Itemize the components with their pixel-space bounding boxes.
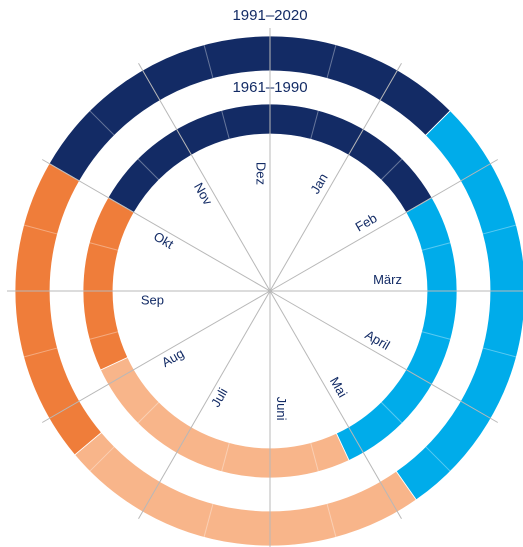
month-divider (89, 242, 119, 251)
month-label: Sep (141, 293, 164, 308)
radial-line (269, 62, 402, 292)
month-divider (326, 44, 337, 79)
month-divider (380, 158, 403, 181)
month-label: Juni (274, 397, 289, 421)
month-label: April (362, 327, 392, 353)
month-divider (482, 224, 517, 235)
radial-line (138, 62, 271, 292)
month-divider (421, 242, 451, 251)
month-label: Okt (151, 229, 176, 252)
radial-line (41, 159, 271, 292)
month-divider (23, 347, 58, 358)
month-divider (482, 347, 517, 358)
month-divider (89, 110, 115, 136)
ring-segment (335, 196, 458, 462)
month-label: Juli (208, 385, 231, 409)
month-divider (221, 442, 230, 472)
radial-line (269, 159, 499, 292)
month-divider (89, 331, 119, 340)
radial-line (41, 290, 271, 423)
ring-segment (82, 196, 135, 371)
month-divider (89, 446, 115, 472)
radial-line (138, 290, 271, 520)
month-divider (23, 224, 58, 235)
month-divider (310, 110, 319, 140)
month-divider (221, 110, 230, 140)
month-divider (203, 44, 214, 79)
month-divider (310, 442, 319, 472)
month-divider (326, 503, 337, 538)
ring-segment (395, 110, 523, 501)
month-divider (421, 331, 451, 340)
month-divider (137, 401, 160, 424)
month-divider (380, 401, 403, 424)
month-label: Feb (353, 210, 380, 234)
month-label: Aug (159, 345, 187, 370)
radial-line (269, 290, 499, 423)
radial-line (269, 290, 402, 520)
month-label: Nov (191, 180, 216, 208)
month-divider (137, 158, 160, 181)
month-divider (425, 110, 451, 136)
ring-title: 1991–2020 (232, 7, 307, 24)
month-divider (425, 446, 451, 472)
month-divider (203, 503, 214, 538)
month-label: März (373, 272, 402, 287)
month-label: Dez (253, 162, 268, 185)
